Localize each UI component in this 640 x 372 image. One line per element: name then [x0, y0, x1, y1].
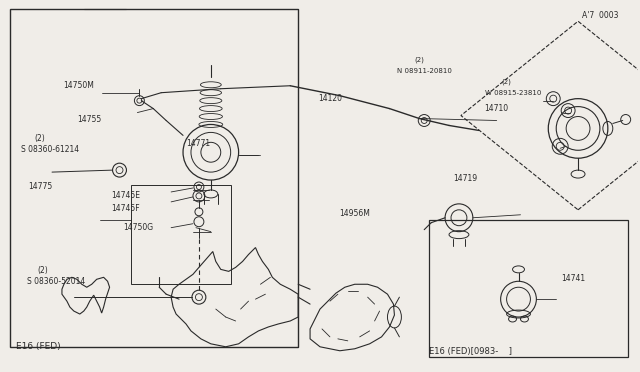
Text: 14741: 14741 [561, 274, 586, 283]
Text: A'7  0003: A'7 0003 [582, 11, 618, 20]
Text: W 08915-23810: W 08915-23810 [485, 90, 541, 96]
Text: E16 (FED)[0983-    ]: E16 (FED)[0983- ] [429, 347, 512, 356]
Text: S 08360-61214: S 08360-61214 [22, 145, 79, 154]
Text: (2): (2) [34, 134, 45, 142]
Text: 14745E: 14745E [111, 192, 141, 201]
Text: 14956M: 14956M [339, 209, 370, 218]
Text: (2): (2) [501, 78, 511, 85]
Bar [131, 185, 230, 284]
Text: 14719: 14719 [453, 174, 477, 183]
Text: 14775: 14775 [28, 182, 52, 191]
Bar [10, 9, 298, 347]
Text: E16 (FED): E16 (FED) [17, 342, 61, 351]
Text: 14755: 14755 [77, 115, 102, 124]
Text: 14710: 14710 [484, 104, 508, 113]
Text: 14750G: 14750G [123, 223, 153, 232]
Text: 14771: 14771 [187, 139, 211, 148]
Text: S 08360-52014: S 08360-52014 [26, 277, 84, 286]
Text: 14120: 14120 [318, 94, 342, 103]
Text: (2): (2) [37, 266, 48, 275]
Bar [429, 220, 628, 357]
Text: N 08911-20810: N 08911-20810 [397, 68, 452, 74]
Text: 14745F: 14745F [111, 203, 140, 213]
Text: (2): (2) [414, 57, 424, 63]
Text: 14750M: 14750M [63, 81, 93, 90]
